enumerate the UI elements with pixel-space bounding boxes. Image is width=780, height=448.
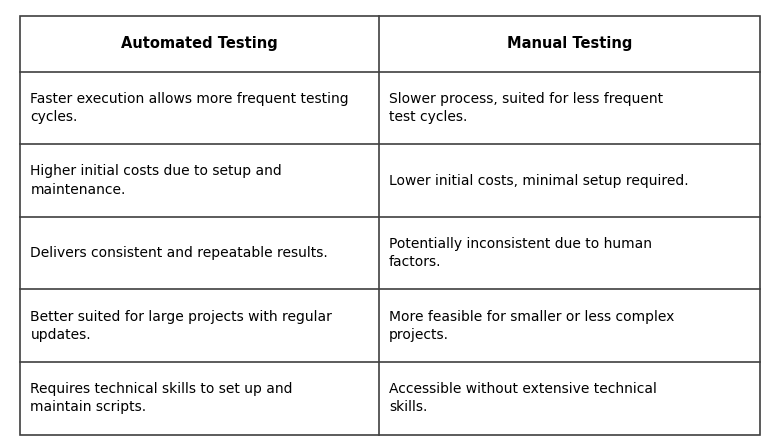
Text: Accessible without extensive technical
skills.: Accessible without extensive technical s…: [389, 382, 657, 414]
Text: Manual Testing: Manual Testing: [507, 36, 632, 52]
Text: Better suited for large projects with regular
updates.: Better suited for large projects with re…: [30, 310, 332, 342]
Text: Automated Testing: Automated Testing: [121, 36, 278, 52]
Text: Requires technical skills to set up and
maintain scripts.: Requires technical skills to set up and …: [30, 382, 293, 414]
Text: Delivers consistent and repeatable results.: Delivers consistent and repeatable resul…: [30, 246, 328, 260]
Text: Slower process, suited for less frequent
test cycles.: Slower process, suited for less frequent…: [389, 92, 663, 124]
Text: Potentially inconsistent due to human
factors.: Potentially inconsistent due to human fa…: [389, 237, 652, 269]
Text: Lower initial costs, minimal setup required.: Lower initial costs, minimal setup requi…: [389, 174, 689, 188]
Text: More feasible for smaller or less complex
projects.: More feasible for smaller or less comple…: [389, 310, 675, 342]
Text: Higher initial costs due to setup and
maintenance.: Higher initial costs due to setup and ma…: [30, 164, 282, 197]
Text: Faster execution allows more frequent testing
cycles.: Faster execution allows more frequent te…: [30, 92, 349, 124]
